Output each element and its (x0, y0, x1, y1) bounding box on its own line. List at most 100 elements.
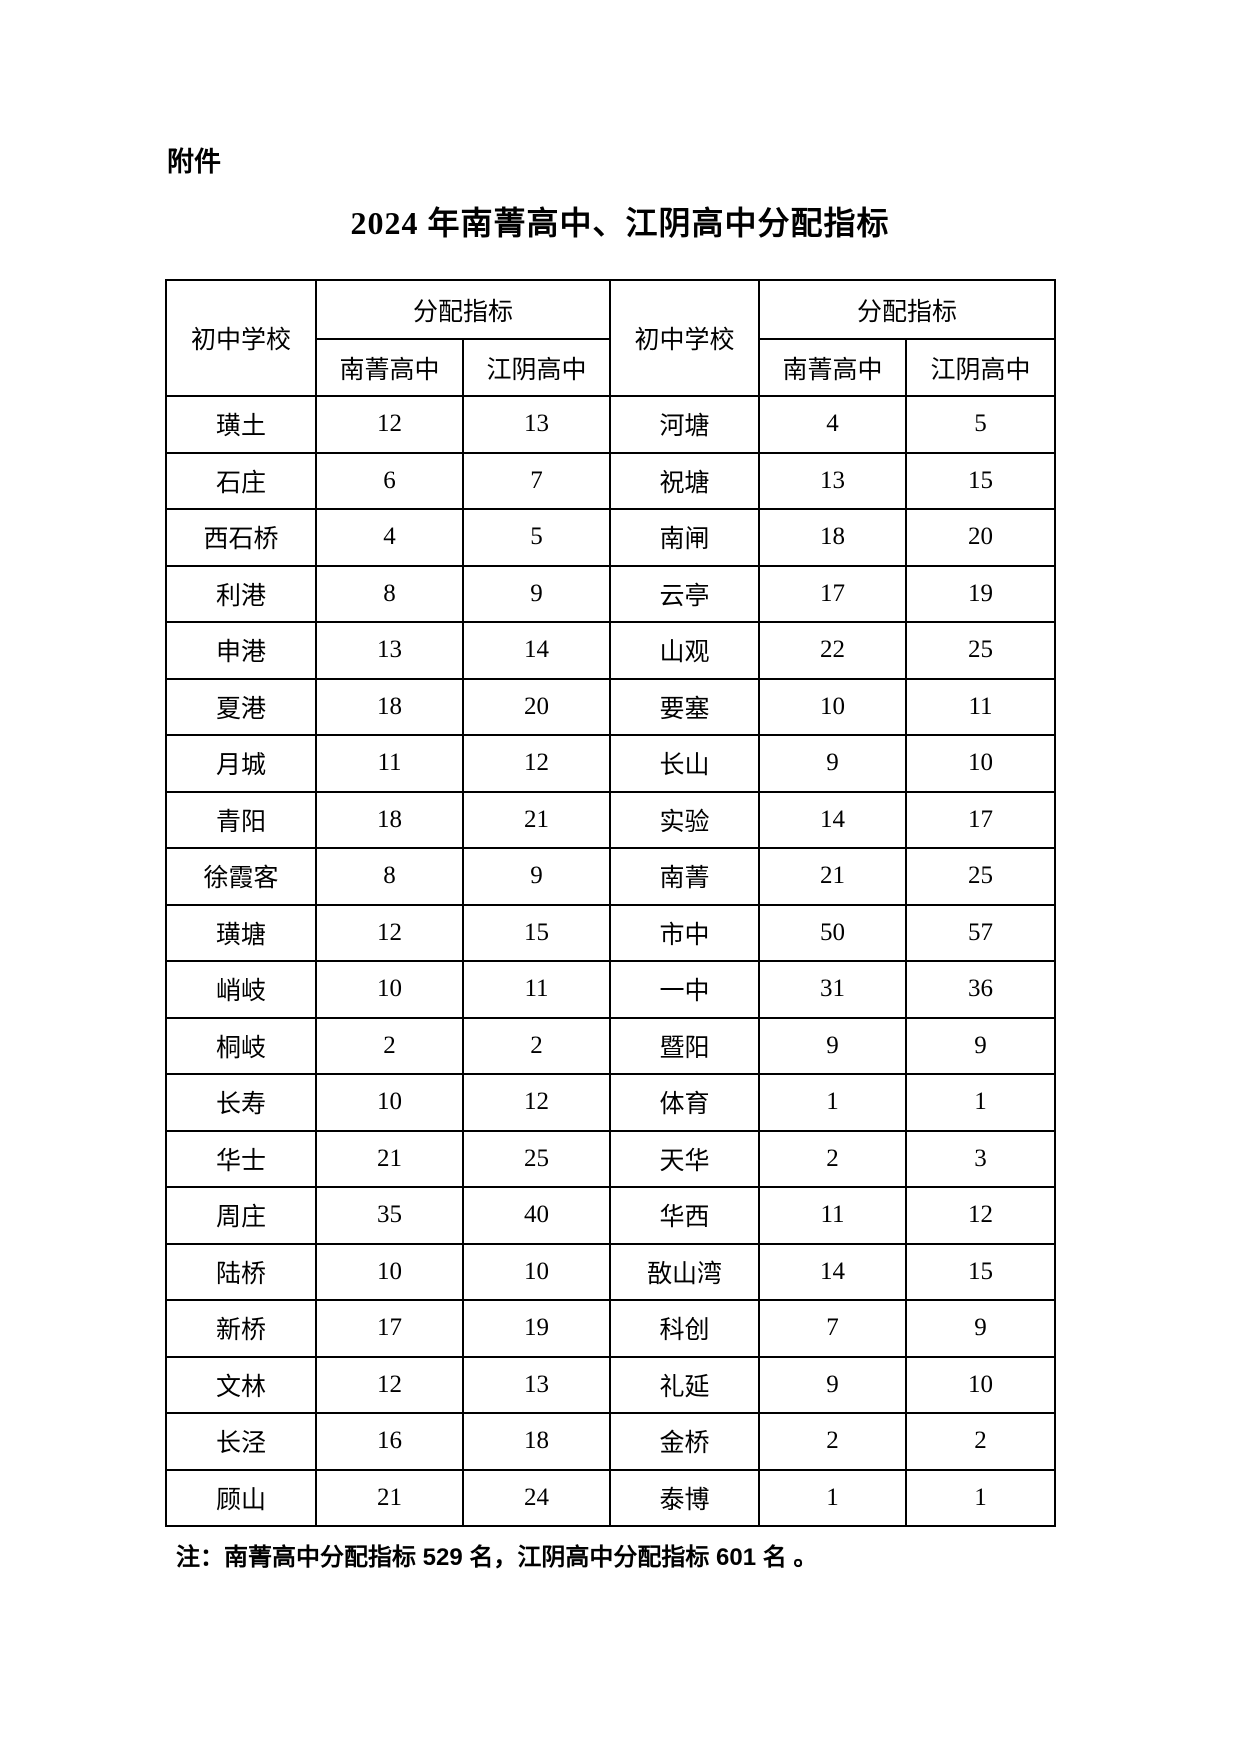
quota-value-cell: 14 (758, 1242, 908, 1301)
school-name-cell: 月城 (165, 734, 317, 793)
quota-value-cell: 19 (905, 564, 1057, 623)
quota-value-cell: 11 (758, 1186, 908, 1245)
quota-value-cell: 5 (905, 395, 1057, 454)
school-name-cell: 天华 (609, 1129, 761, 1188)
header-quota-group-right: 分配指标 (758, 279, 1057, 340)
quota-value-cell: 19 (461, 1299, 612, 1358)
school-name-cell: 长山 (609, 734, 761, 793)
school-name-cell: 石庄 (165, 451, 317, 510)
school-name-cell: 山观 (609, 621, 761, 680)
table-row: 华士 21 25 天华 2 3 (165, 1129, 1057, 1188)
school-name-cell: 利港 (165, 564, 317, 623)
header-jiangyin-right: 江阴高中 (905, 338, 1057, 397)
header-quota-group-left: 分配指标 (314, 279, 612, 340)
quota-value-cell: 2 (905, 1412, 1057, 1471)
quota-value-cell: 13 (758, 451, 908, 510)
table-row: 石庄 6 7 祝塘 13 15 (165, 451, 1057, 510)
quota-value-cell: 21 (315, 1129, 464, 1188)
header-jiangyin-left: 江阴高中 (461, 338, 612, 397)
quota-value-cell: 2 (461, 1016, 612, 1075)
school-name-cell: 泰博 (609, 1468, 761, 1527)
table-header: 初中学校 分配指标 初中学校 分配指标 南菁高中 江阴高中 南菁高中 江阴高中 (165, 279, 1057, 397)
school-name-cell: 文林 (165, 1355, 317, 1414)
quota-value-cell: 24 (461, 1468, 612, 1527)
school-name-cell: 顾山 (165, 1468, 317, 1527)
quota-value-cell: 11 (905, 677, 1057, 736)
quota-value-cell: 36 (905, 960, 1057, 1019)
school-name-cell: 市中 (609, 903, 761, 962)
school-name-cell: 礼延 (609, 1355, 761, 1414)
quota-value-cell: 2 (315, 1016, 464, 1075)
quota-value-cell: 18 (461, 1412, 612, 1471)
school-name-cell: 长泾 (165, 1412, 317, 1471)
table-body: 璜土 12 13 河塘 4 5 石庄 6 7 祝塘 13 15 西石桥 4 5 南闸 18 20 利港 8 9 云亭 17 1… (165, 395, 1057, 1527)
table-row: 利港 8 9 云亭 17 19 (165, 564, 1057, 623)
table-row: 西石桥 4 5 南闸 18 20 (165, 508, 1057, 567)
quota-value-cell: 18 (758, 508, 908, 567)
school-name-cell: 祝塘 (609, 451, 761, 510)
quota-value-cell: 35 (315, 1186, 464, 1245)
school-name-cell: 敔山湾 (609, 1242, 761, 1301)
table-row: 青阳 18 21 实验 14 17 (165, 790, 1057, 849)
header-school-right: 初中学校 (609, 279, 761, 397)
quota-value-cell: 31 (758, 960, 908, 1019)
school-name-cell: 陆桥 (165, 1242, 317, 1301)
quota-value-cell: 16 (315, 1412, 464, 1471)
quota-value-cell: 9 (461, 564, 612, 623)
quota-value-cell: 13 (461, 395, 612, 454)
attachment-label: 附件 (167, 147, 221, 177)
quota-value-cell: 11 (315, 734, 464, 793)
quota-value-cell: 22 (758, 621, 908, 680)
page-title: 2024 年南菁高中、江阴高中分配指标 (350, 205, 890, 241)
quota-value-cell: 10 (461, 1242, 612, 1301)
quota-value-cell: 5 (461, 508, 612, 567)
school-name-cell: 璜塘 (165, 903, 317, 962)
table-row: 桐岐 2 2 暨阳 9 9 (165, 1016, 1057, 1075)
quota-value-cell: 21 (758, 847, 908, 906)
quota-value-cell: 50 (758, 903, 908, 962)
school-name-cell: 云亭 (609, 564, 761, 623)
school-name-cell: 周庄 (165, 1186, 317, 1245)
quota-value-cell: 9 (758, 1355, 908, 1414)
header-nanjing-right: 南菁高中 (758, 338, 908, 397)
table-row: 周庄 35 40 华西 11 12 (165, 1186, 1057, 1245)
quota-value-cell: 4 (315, 508, 464, 567)
quota-value-cell: 10 (315, 960, 464, 1019)
quota-value-cell: 2 (758, 1129, 908, 1188)
quota-value-cell: 15 (461, 903, 612, 962)
quota-value-cell: 8 (315, 847, 464, 906)
quota-value-cell: 9 (905, 1299, 1057, 1358)
quota-value-cell: 21 (315, 1468, 464, 1527)
table-row: 申港 13 14 山观 22 25 (165, 621, 1057, 680)
quota-value-cell: 13 (315, 621, 464, 680)
quota-value-cell: 10 (315, 1073, 464, 1132)
quota-value-cell: 18 (315, 677, 464, 736)
table-row: 新桥 17 19 科创 7 9 (165, 1299, 1057, 1358)
table-row: 文林 12 13 礼延 9 10 (165, 1355, 1057, 1414)
quota-value-cell: 4 (758, 395, 908, 454)
school-name-cell: 暨阳 (609, 1016, 761, 1075)
footnote: 注：南菁高中分配指标 529 名，江阴高中分配指标 601 名 。 (176, 1544, 818, 1571)
school-name-cell: 河塘 (609, 395, 761, 454)
school-name-cell: 科创 (609, 1299, 761, 1358)
table-row: 夏港 18 20 要塞 10 11 (165, 677, 1057, 736)
quota-value-cell: 12 (905, 1186, 1057, 1245)
school-name-cell: 一中 (609, 960, 761, 1019)
table-row: 长泾 16 18 金桥 2 2 (165, 1412, 1057, 1471)
quota-value-cell: 10 (758, 677, 908, 736)
school-name-cell: 金桥 (609, 1412, 761, 1471)
quota-value-cell: 1 (758, 1073, 908, 1132)
table-row: 陆桥 10 10 敔山湾 14 15 (165, 1242, 1057, 1301)
quota-value-cell: 12 (461, 1073, 612, 1132)
quota-value-cell: 15 (905, 451, 1057, 510)
quota-value-cell: 10 (905, 734, 1057, 793)
quota-value-cell: 12 (315, 1355, 464, 1414)
table-row: 月城 11 12 长山 9 10 (165, 734, 1057, 793)
quota-value-cell: 15 (905, 1242, 1057, 1301)
school-name-cell: 华西 (609, 1186, 761, 1245)
quota-value-cell: 10 (905, 1355, 1057, 1414)
quota-value-cell: 1 (905, 1468, 1057, 1527)
header-group-row: 初中学校 分配指标 初中学校 分配指标 (165, 279, 1057, 397)
quota-value-cell: 40 (461, 1186, 612, 1245)
